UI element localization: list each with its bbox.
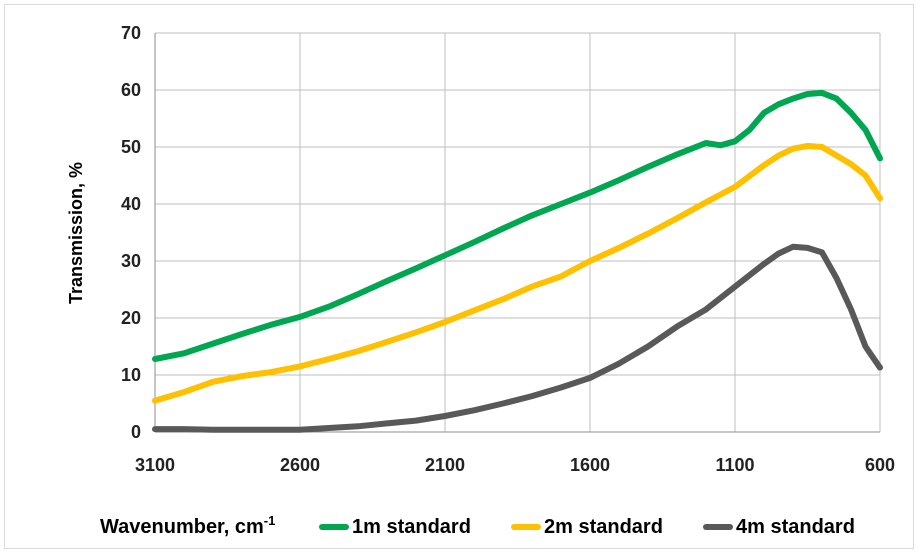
legend-label-2m: 2m standard — [544, 516, 663, 538]
x-tick-label: 600 — [865, 455, 895, 475]
series-line-1 — [152, 89, 883, 362]
y-tick-label: 50 — [121, 137, 141, 157]
x-tick-label: 1600 — [570, 455, 610, 475]
legend-label-4m: 4m standard — [736, 516, 855, 538]
legend: Wavenumber, cm-1 1m standard 2m standard… — [100, 513, 855, 538]
y-axis-title: Transmission, % — [66, 162, 86, 304]
x-axis-title: Wavenumber, cm-1 — [100, 513, 275, 538]
x-tick-label: 2600 — [280, 455, 320, 475]
legend-label-1m: 1m standard — [352, 516, 471, 538]
y-tick-label: 70 — [121, 23, 141, 43]
y-tick-label: 20 — [121, 308, 141, 328]
y-tick-label: 60 — [121, 80, 141, 100]
series-line-2 — [152, 142, 883, 404]
x-tick-label: 3100 — [135, 455, 175, 475]
x-axis-ticks: 3100 2600 2100 1600 1100 600 — [135, 455, 895, 475]
x-axis-title-superscript: -1 — [264, 513, 276, 528]
series-line-3 — [152, 243, 883, 433]
x-tick-label: 1100 — [715, 455, 754, 475]
y-axis-ticks: 0 10 20 30 40 50 60 70 — [121, 23, 141, 442]
y-tick-label: 40 — [121, 194, 141, 214]
x-axis-title-text: Wavenumber, cm — [100, 516, 264, 538]
chart-frame — [4, 4, 914, 549]
series-lines — [152, 89, 883, 433]
y-tick-label: 10 — [121, 365, 141, 385]
y-tick-label: 30 — [121, 251, 141, 271]
y-tick-label: 0 — [131, 422, 141, 442]
x-tick-label: 2100 — [425, 455, 465, 475]
